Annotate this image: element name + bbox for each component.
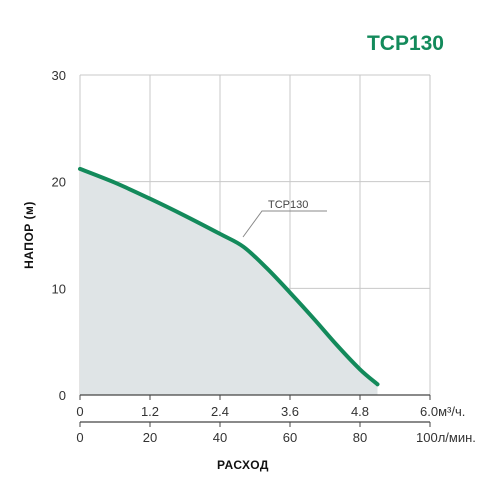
x-tick-label-m3h: 4.8 [351, 404, 369, 419]
y-tick-label: 30 [52, 68, 66, 83]
x-axis-title: РАСХОД [217, 458, 269, 472]
x-axis-ticks-m3h: 0 1.2 2.4 3.6 4.8 6.0м³/ч. [76, 395, 465, 419]
y-tick-label: 10 [52, 281, 66, 296]
series-label: TCP130 [268, 199, 308, 211]
x-tick-label-lmin: 40 [213, 430, 227, 445]
x-tick-label-lmin: 20 [143, 430, 157, 445]
x-tick-label-lmin: 60 [283, 430, 297, 445]
x-tick-label-lmin: 0 [76, 430, 83, 445]
x-tick-label-m3h: 2.4 [211, 404, 229, 419]
series-line-tcp130 [78, 166, 380, 387]
y-axis-title: НАПОР (м) [22, 201, 36, 269]
y-axis-ticks: 0 10 20 30 [52, 68, 66, 403]
x-tick-label-m3h: 0 [76, 404, 83, 419]
x-tick-label-m3h: 3.6 [281, 404, 299, 419]
x-tick-label-lmin: 80 [353, 430, 367, 445]
x-tick-label-m3h: 6.0м³/ч. [420, 404, 465, 419]
y-tick-label: 0 [59, 388, 66, 403]
x-tick-label-m3h: 1.2 [141, 404, 159, 419]
y-tick-label: 20 [52, 175, 66, 190]
x-axis-ticks-lmin: 0 20 40 60 80 100л/мин. [76, 422, 476, 445]
series-area-fill [80, 168, 378, 395]
series-label-leader [242, 210, 327, 238]
chart-title: TCP130 [367, 32, 444, 55]
x-tick-label-lmin: 100л/мин. [416, 430, 476, 445]
